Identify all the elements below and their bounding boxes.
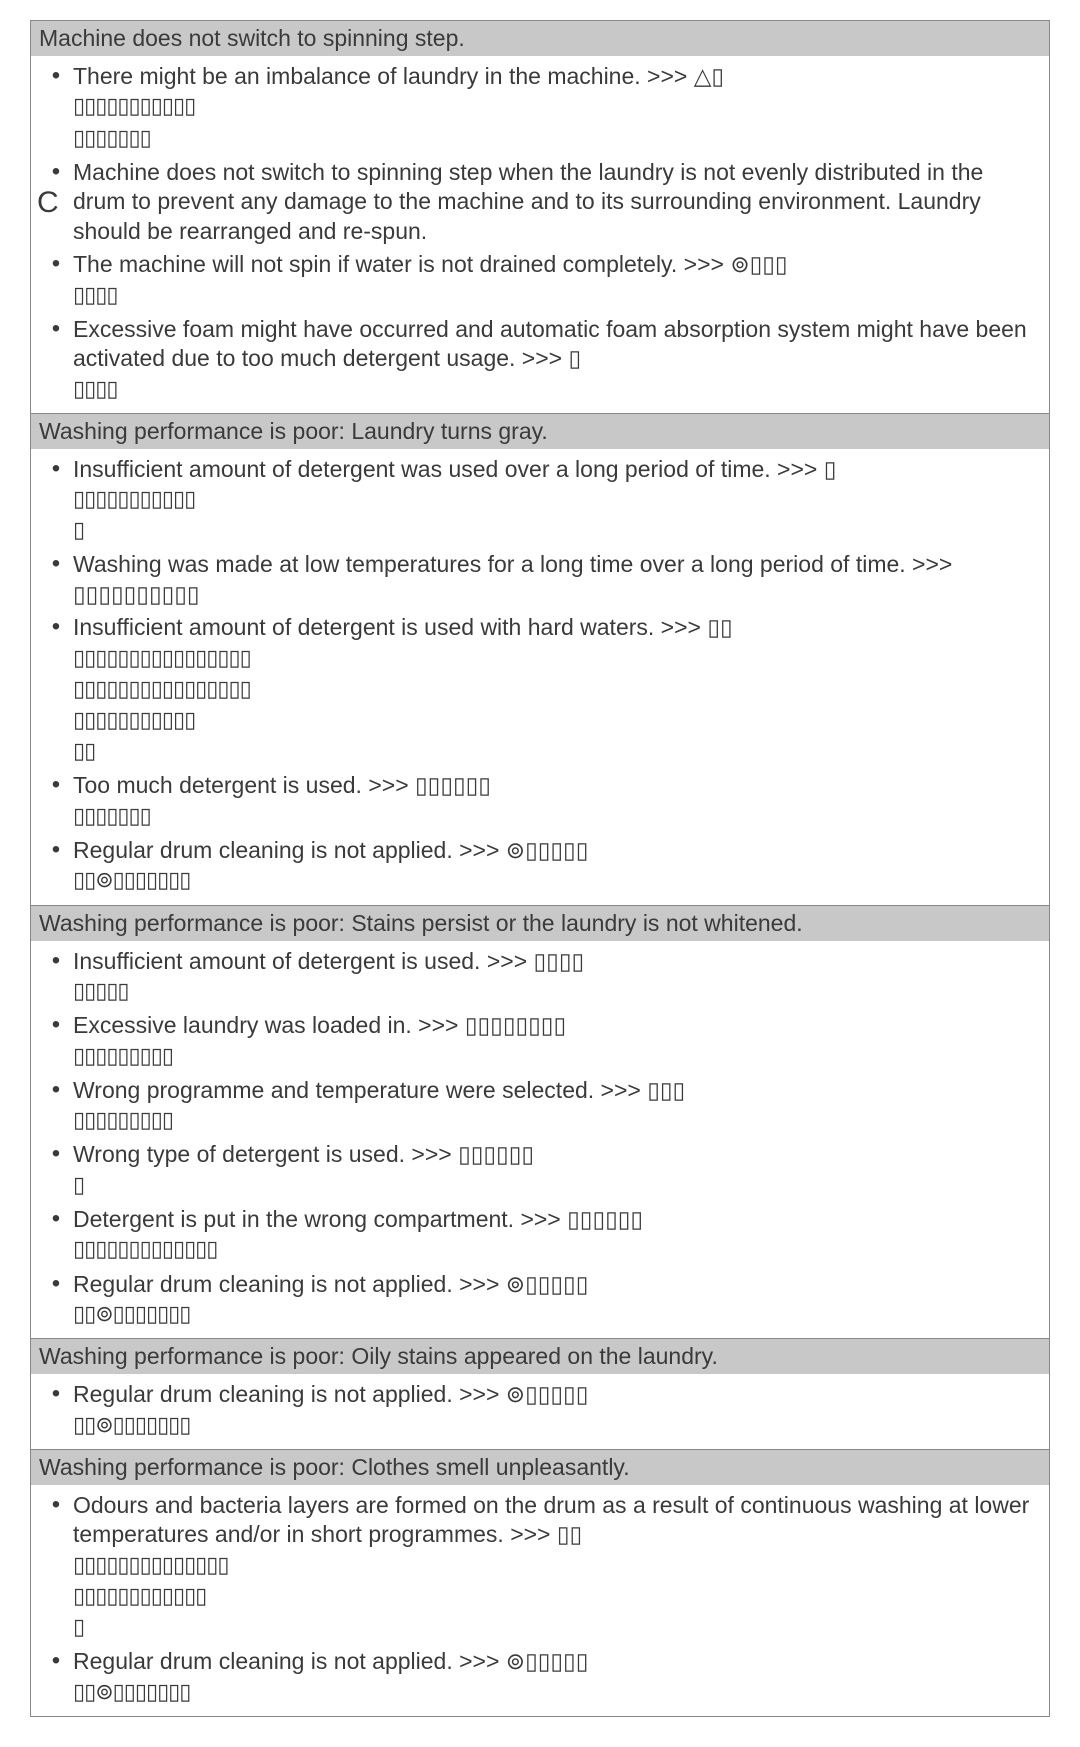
list-item: •Odours and bacteria layers are formed o…	[39, 1491, 1041, 1643]
item-text: Machine does not switch to spinning step…	[73, 158, 1041, 246]
item-text: Insufficient amount of detergent was use…	[73, 455, 1041, 547]
list-item: •Washing was made at low temperatures fo…	[39, 550, 1041, 609]
list-item: •Insufficient amount of detergent is use…	[39, 613, 1041, 767]
list-item: •There might be an imbalance of laundry …	[39, 62, 1041, 154]
item-text: Insufficient amount of detergent is used…	[73, 947, 1041, 1008]
item-text: Regular drum cleaning is not applied. >>…	[73, 836, 1041, 897]
item-text: There might be an imbalance of laundry i…	[73, 62, 1041, 154]
bullet-icon: •	[39, 455, 73, 484]
bullet-icon: •	[39, 158, 73, 187]
bullet-icon: •	[39, 1380, 73, 1409]
section-header: Washing performance is poor: Clothes sme…	[31, 1449, 1049, 1485]
section-items: •Odours and bacteria layers are formed o…	[31, 1485, 1049, 1716]
section-header: Washing performance is poor: Stains pers…	[31, 905, 1049, 941]
list-item: •Too much detergent is used. >>> ▯▯▯▯▯▯▯…	[39, 771, 1041, 832]
item-text: Odours and bacteria layers are formed on…	[73, 1491, 1041, 1643]
section-items: •Regular drum cleaning is not applied. >…	[31, 1374, 1049, 1449]
item-text: Detergent is put in the wrong compartmen…	[73, 1205, 1041, 1266]
list-item: •Excessive foam might have occurred and …	[39, 315, 1041, 405]
bullet-icon: •	[39, 550, 73, 579]
troubleshooting-table: Machine does not switch to spinning step…	[30, 20, 1050, 1717]
item-text: Washing was made at low temperatures for…	[73, 550, 1041, 609]
item-text: The machine will not spin if water is no…	[73, 250, 1041, 311]
section-items: •Insufficient amount of detergent is use…	[31, 941, 1049, 1339]
bullet-icon: •	[39, 1491, 73, 1520]
list-item: •Insufficient amount of detergent is use…	[39, 947, 1041, 1008]
item-text: Wrong type of detergent is used. >>> ▯▯▯…	[73, 1140, 1041, 1201]
bullet-icon: •	[39, 62, 73, 91]
bullet-icon: •	[39, 1140, 73, 1169]
list-item: •Regular drum cleaning is not applied. >…	[39, 1647, 1041, 1708]
bullet-icon: •	[39, 250, 73, 279]
list-item: •Wrong type of detergent is used. >>> ▯▯…	[39, 1140, 1041, 1201]
item-text: Excessive laundry was loaded in. >>> ▯▯▯…	[73, 1011, 1041, 1072]
section-items: •Insufficient amount of detergent was us…	[31, 449, 1049, 905]
list-item: •Machine does not switch to spinning ste…	[39, 158, 1041, 246]
info-c-mark: C	[37, 186, 59, 220]
bullet-icon: •	[39, 1011, 73, 1040]
list-item: •The machine will not spin if water is n…	[39, 250, 1041, 311]
item-text: Regular drum cleaning is not applied. >>…	[73, 1380, 1041, 1441]
section-header: Washing performance is poor: Oily stains…	[31, 1338, 1049, 1374]
list-item: •Regular drum cleaning is not applied. >…	[39, 1380, 1041, 1441]
item-text: Regular drum cleaning is not applied. >>…	[73, 1270, 1041, 1331]
list-item: •Regular drum cleaning is not applied. >…	[39, 836, 1041, 897]
list-item: •Excessive laundry was loaded in. >>> ▯▯…	[39, 1011, 1041, 1072]
item-text: Insufficient amount of detergent is used…	[73, 613, 1041, 767]
section-items: •There might be an imbalance of laundry …	[31, 56, 1049, 413]
list-item: •Detergent is put in the wrong compartme…	[39, 1205, 1041, 1266]
bullet-icon: •	[39, 315, 73, 344]
bullet-icon: •	[39, 836, 73, 865]
list-item: •Wrong programme and temperature were se…	[39, 1076, 1041, 1137]
bullet-icon: •	[39, 947, 73, 976]
list-item: •Regular drum cleaning is not applied. >…	[39, 1270, 1041, 1331]
section-header: Machine does not switch to spinning step…	[31, 21, 1049, 56]
bullet-icon: •	[39, 1076, 73, 1105]
item-text: Excessive foam might have occurred and a…	[73, 315, 1041, 405]
bullet-icon: •	[39, 1270, 73, 1299]
section-header: Washing performance is poor: Laundry tur…	[31, 413, 1049, 449]
item-text: Too much detergent is used. >>> ▯▯▯▯▯▯▯▯…	[73, 771, 1041, 832]
item-text: Wrong programme and temperature were sel…	[73, 1076, 1041, 1137]
bullet-icon: •	[39, 1647, 73, 1676]
bullet-icon: •	[39, 1205, 73, 1234]
bullet-icon: •	[39, 771, 73, 800]
item-text: Regular drum cleaning is not applied. >>…	[73, 1647, 1041, 1708]
list-item: •Insufficient amount of detergent was us…	[39, 455, 1041, 547]
bullet-icon: •	[39, 613, 73, 642]
